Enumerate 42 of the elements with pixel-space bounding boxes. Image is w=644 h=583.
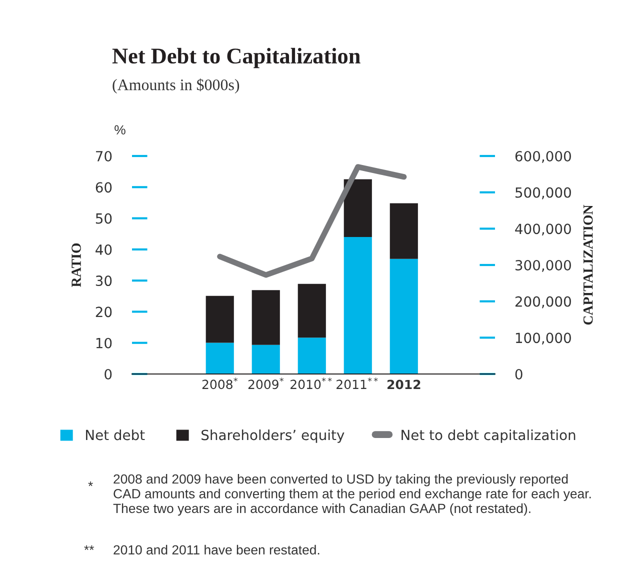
y2-tick-label: 500,000 (516, 187, 571, 200)
legend-label: Net debt (86, 429, 145, 440)
y-tick-label: 70 (96, 150, 112, 162)
chart-title: Net Debt to Capitalization (112, 48, 360, 68)
text: * (88, 481, 93, 486)
y-tick-label: 40 (96, 244, 112, 255)
y2-tick-label: 600,000 (515, 150, 571, 163)
y-tick-label: 0 (104, 368, 112, 380)
y-axis-title: RATIO (72, 243, 81, 288)
y2-tick-label: 300,000 (516, 260, 571, 272)
bar (206, 296, 234, 343)
bar (390, 203, 418, 259)
bar (390, 258, 418, 374)
y2-tick-label: 400,000 (515, 224, 571, 236)
text: % (114, 125, 126, 134)
y2-axis-title: CAPITALIZATION (583, 204, 593, 325)
bar (252, 290, 280, 345)
chart-subtitle: (Amounts in $000s) (112, 78, 240, 94)
x-tick-label: 2008$^{*}$ (202, 378, 238, 390)
x-tick-label: 2012 (388, 380, 420, 390)
text: 2008 and 2009 have been converted to USD by taking the previously reported CAD amounts and converting them at the period end exchange rate for each year. These two years are in accordance with Canadian GAAP (not restated). (113, 474, 591, 516)
y-tick-label: 60 (96, 182, 112, 193)
y2-tick-label: 0 (515, 368, 522, 380)
y-tick-label: 30 (96, 276, 112, 286)
bar (298, 338, 326, 374)
text: 2010 and 2011 have been restated. (114, 544, 320, 555)
bar (344, 179, 372, 238)
bar (298, 284, 326, 338)
bar (252, 344, 280, 374)
x-tick-label: 2009$^{*}$ (248, 378, 284, 390)
bar (206, 342, 234, 374)
x-tick-label: 2010$^{**}$ (290, 378, 332, 390)
text: ** (84, 545, 94, 550)
y-tick-label: 50 (96, 213, 112, 224)
y-tick-label: 20 (96, 306, 112, 318)
bar (344, 237, 372, 374)
legend-label: Net to debt capitalization (402, 429, 576, 443)
y2-tick-label: 100,000 (516, 332, 571, 345)
y-tick-label: 10 (96, 338, 112, 348)
y2-tick-label: 200,000 (515, 296, 571, 308)
x-tick-label: 2011$^{**}$ (336, 378, 378, 390)
legend-label: Shareholders’ equity (202, 429, 344, 443)
